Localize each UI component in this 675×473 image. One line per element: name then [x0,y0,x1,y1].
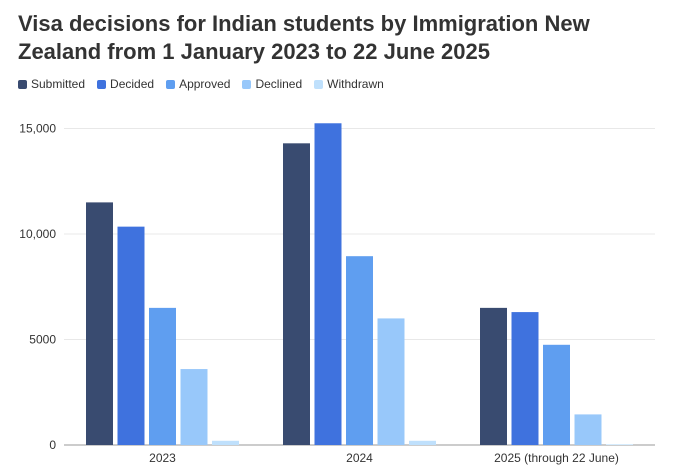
bar-submitted-2 [480,307,507,445]
bar-decided-0 [117,226,145,445]
legend-label-decided: Decided [110,77,155,91]
bar-declined-2 [574,414,602,445]
legend: Submitted Decided Approved Declined With… [18,77,384,91]
x-tick-label: 2025 (through 22 June) [494,451,619,465]
legend-swatch-withdrawn [314,79,324,89]
bar-approved-0 [149,307,176,445]
y-tick-label: 0 [49,438,56,452]
bar-withdrawn-2 [606,444,633,445]
legend-swatch-declined [242,79,252,89]
legend-swatch-decided [97,79,107,89]
legend-label-submitted: Submitted [31,77,86,91]
legend-label-approved: Approved [179,77,231,91]
bar-submitted-0 [86,202,113,445]
x-tick-label: 2024 [346,451,373,465]
legend-swatch-submitted [18,79,27,89]
bar-decided-2 [511,312,539,445]
legend-swatch-approved [166,79,176,89]
bar-withdrawn-0 [212,440,239,445]
bar-withdrawn-1 [409,440,436,445]
legend-item-approved: Approved [166,77,230,91]
legend-item-withdrawn: Withdrawn [314,77,384,91]
bar-approved-2 [543,344,570,445]
bar-declined-1 [377,318,405,445]
legend-item-declined: Declined [242,77,302,91]
y-tick-label: 10,000 [19,227,56,241]
bar-decided-1 [314,123,342,445]
y-tick-label: 15,000 [19,122,56,136]
legend-label-withdrawn: Withdrawn [327,77,384,91]
bar-approved-1 [346,256,373,445]
chart-title: Visa decisions for Indian students by Im… [18,11,590,64]
bar-declined-0 [180,369,208,445]
legend-label-declined: Declined [255,77,303,91]
legend-item-decided: Decided [97,77,154,91]
legend-item-submitted: Submitted [18,77,85,91]
bar-submitted-1 [283,143,310,445]
y-tick-label: 5000 [29,333,56,347]
x-tick-label: 2023 [149,451,176,465]
